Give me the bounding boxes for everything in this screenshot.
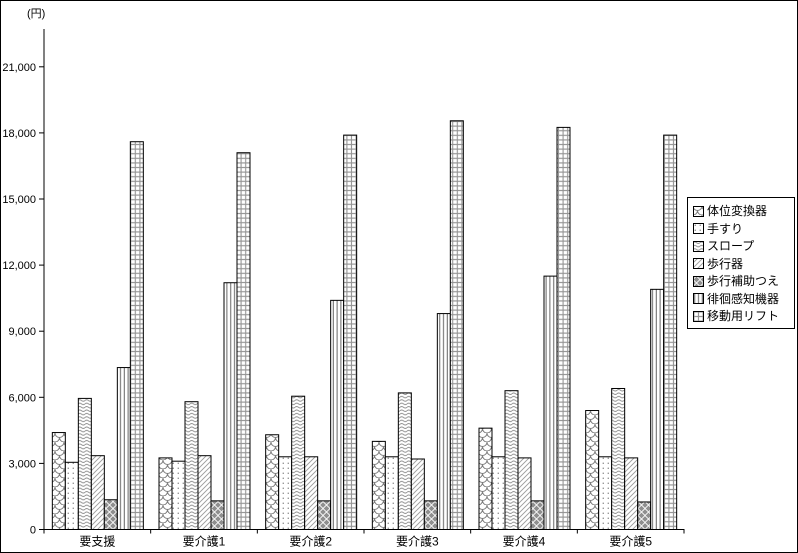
legend-label: 歩行器 [707,256,744,271]
legend-label: 移動用リフト [707,309,780,323]
bar-series-1 [51,432,66,531]
x-category-label: 要介護2 [289,534,332,549]
bar-series-1 [265,434,280,530]
y-axis-tick-label: 21,000 [2,62,36,74]
bar-series-5 [423,500,438,530]
legend-item: スロープ [693,239,790,253]
y-axis-tick-label: 12,000 [2,260,36,272]
bar-series-3 [397,392,412,531]
bar-series-5 [530,500,545,530]
bar-series-4 [90,455,105,530]
bar-series-2 [598,456,613,531]
bar-series-3 [291,395,306,530]
bar-series-6 [436,313,451,530]
dots-icon [693,223,704,234]
diagonal-hatch-icon [693,258,704,269]
legend-item: 手すり [693,222,790,236]
y-axis-tick-label: 15,000 [2,194,36,206]
legend-label: 徘徊感知機器 [707,291,780,306]
bar-series-7 [343,134,358,530]
bar-series-7 [556,126,571,531]
bar-series-2 [171,460,186,530]
bar-series-6 [223,282,238,530]
bar-series-6 [330,299,345,530]
horizontal-wave-icon [693,240,704,252]
bar-series-4 [517,457,532,530]
bar-series-5 [317,500,332,530]
bar-series-5 [210,500,225,530]
bar-series-7 [663,134,678,530]
bar-series-4 [624,457,639,530]
bar-series-6 [116,367,131,530]
legend-label: 歩行補助つえ [707,274,780,288]
legend-item: 徘徊感知機器 [693,292,790,306]
bar-series-4 [410,458,425,531]
bar-series-1 [478,427,493,530]
x-category-label: 要支援 [79,535,115,549]
x-category-label: 要介護5 [609,534,652,549]
bar-series-3 [77,397,92,530]
bar-series-7 [236,152,251,530]
bar-series-1 [371,440,386,530]
bar-series-2 [278,456,293,531]
bar-series-3 [184,401,199,530]
legend-item: 歩行補助つえ [693,274,790,288]
x-category-label: 要介護3 [396,534,439,549]
bar-series-2 [64,461,79,531]
fish-scale-icon [693,205,704,217]
legend-label: スロープ [707,239,755,253]
bar-series-4 [304,456,319,531]
bar-series-4 [197,455,212,530]
y-axis-tick-label: 6,000 [8,392,36,404]
bar-series-6 [543,275,558,530]
gray-diamond-icon [693,275,704,287]
bar-series-3 [504,390,519,530]
y-axis-tick-label: 18,000 [2,128,36,140]
legend-item: 歩行器 [693,257,790,271]
y-axis-unit-label: (円) [27,8,46,20]
y-axis-tick-label: 9,000 [8,326,36,338]
legend-label: 手すり [707,221,744,236]
bar-series-3 [611,387,626,530]
legend-box: 体位変換器手すりスロープ歩行器歩行補助つえ 徘徊感知機器 移動用リフト [687,197,795,329]
bar-series-6 [650,288,665,530]
bar-series-1 [158,457,173,530]
bar-series-2 [384,456,399,531]
bar-series-1 [585,410,600,530]
grid-check-icon [693,310,704,322]
vertical-stripe-icon [693,293,704,304]
x-category-label: 要介護1 [183,534,226,549]
y-axis-tick-label: 0 [30,525,36,537]
bar-series-5 [637,501,652,531]
bar-series-5 [103,499,118,531]
bar-series-7 [449,120,464,530]
y-axis-tick-label: 3,000 [8,458,36,470]
legend-label: 体位変換器 [707,204,768,218]
bar-series-7 [129,141,144,530]
bar-series-2 [491,456,506,531]
legend-item: 体位変換器 [693,204,790,218]
x-category-label: 要介護4 [503,534,546,549]
legend-item: 移動用リフト [693,309,790,323]
